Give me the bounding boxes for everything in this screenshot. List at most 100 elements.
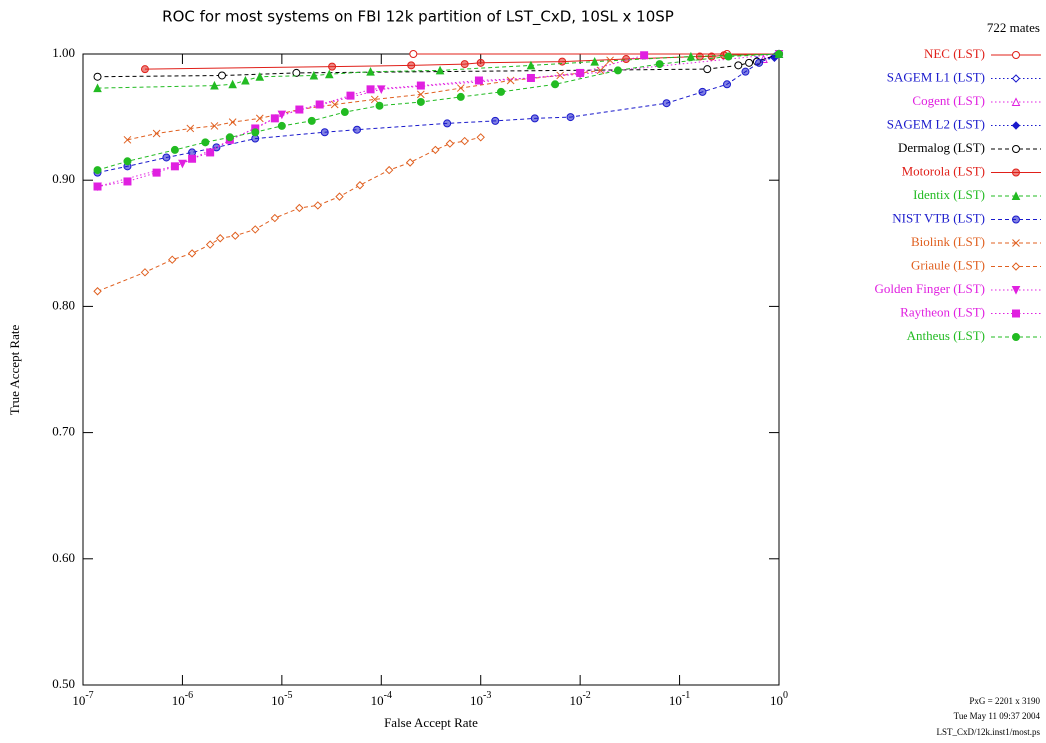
marker xyxy=(474,76,483,85)
marker xyxy=(206,148,215,157)
marker xyxy=(1012,145,1020,153)
marker xyxy=(506,76,515,85)
marker xyxy=(178,159,187,169)
marker xyxy=(590,56,599,66)
marker xyxy=(307,116,316,125)
marker xyxy=(1012,333,1020,341)
marker xyxy=(123,177,132,186)
marker xyxy=(93,83,102,93)
marker xyxy=(251,225,260,234)
chart-title: ROC for most systems on FBI 12k partitio… xyxy=(162,8,674,27)
marker xyxy=(384,165,394,175)
marker xyxy=(476,58,485,67)
marker xyxy=(1012,168,1020,177)
marker xyxy=(1011,121,1021,130)
marker xyxy=(526,60,536,70)
annotation: PxG = 2201 x 3190 xyxy=(969,696,1040,706)
marker xyxy=(140,65,149,74)
marker xyxy=(93,287,102,296)
marker xyxy=(162,153,171,162)
marker xyxy=(1012,309,1020,318)
marker xyxy=(93,166,102,175)
x-tick-label: 10-5 xyxy=(271,690,292,708)
y-tick-label: 0.50 xyxy=(52,676,75,691)
marker xyxy=(251,128,260,137)
marker xyxy=(703,65,712,74)
marker xyxy=(1011,74,1021,83)
marker xyxy=(353,125,362,134)
marker xyxy=(255,114,264,123)
marker xyxy=(606,56,614,65)
legend-label: NEC (LST) xyxy=(924,46,985,61)
marker xyxy=(320,128,329,137)
legend-label: Motorola (LST) xyxy=(902,163,985,178)
legend-label: SAGEM L1 (LST) xyxy=(887,69,985,84)
marker xyxy=(277,121,286,130)
marker xyxy=(375,101,384,110)
marker xyxy=(622,55,631,64)
marker xyxy=(497,87,506,96)
marker xyxy=(376,85,386,94)
marker xyxy=(295,203,304,213)
y-tick-label: 1.00 xyxy=(52,45,75,60)
marker xyxy=(435,65,445,75)
legend-label: Biolink (LST) xyxy=(911,234,985,249)
legend-label: Antheus (LST) xyxy=(907,328,985,343)
marker xyxy=(295,105,304,114)
marker xyxy=(366,85,375,94)
x-tick-label: 10-2 xyxy=(569,690,590,708)
y-axis-label: True Accept Rate xyxy=(7,325,22,416)
legend-label: Dermalog (LST) xyxy=(898,140,985,155)
marker xyxy=(170,145,179,154)
marker xyxy=(205,240,215,249)
marker xyxy=(216,234,225,243)
x-axis-label: False Accept Rate xyxy=(384,715,478,730)
marker xyxy=(662,99,671,108)
marker xyxy=(210,122,219,130)
marker xyxy=(217,71,226,80)
marker xyxy=(443,119,452,128)
marker xyxy=(576,68,585,77)
marker xyxy=(405,158,415,167)
marker xyxy=(1011,191,1021,200)
series-line xyxy=(97,53,780,187)
marker xyxy=(187,249,197,258)
marker xyxy=(1011,262,1021,271)
y-tick-label: 0.70 xyxy=(52,424,75,439)
marker xyxy=(228,79,237,89)
marker xyxy=(123,135,132,144)
marker xyxy=(431,145,440,155)
marker xyxy=(186,124,195,133)
marker xyxy=(292,68,301,77)
marker xyxy=(346,91,355,100)
marker xyxy=(491,116,500,125)
marker xyxy=(1011,286,1021,295)
marker xyxy=(335,192,344,201)
marker xyxy=(313,201,323,210)
marker xyxy=(724,52,733,61)
marker xyxy=(210,80,219,90)
marker xyxy=(340,108,349,117)
series-line xyxy=(97,53,780,171)
marker xyxy=(655,60,664,69)
marker xyxy=(445,139,455,148)
marker xyxy=(1011,97,1021,106)
marker xyxy=(723,80,732,89)
marker xyxy=(526,73,535,82)
marker xyxy=(201,138,210,147)
x-tick-label: 10-6 xyxy=(172,690,193,708)
marker xyxy=(775,50,783,58)
marker xyxy=(315,100,324,109)
marker xyxy=(686,51,696,61)
legend-label: NIST VTB (LST) xyxy=(892,210,985,225)
y-tick-label: 0.60 xyxy=(52,550,75,565)
series-line xyxy=(97,53,780,174)
marker xyxy=(707,52,716,61)
marker xyxy=(530,114,539,123)
marker xyxy=(270,114,279,123)
marker xyxy=(456,92,465,101)
marker xyxy=(460,60,469,69)
legend-label: Identix (LST) xyxy=(913,187,985,202)
marker xyxy=(123,157,132,166)
marker xyxy=(152,129,161,138)
